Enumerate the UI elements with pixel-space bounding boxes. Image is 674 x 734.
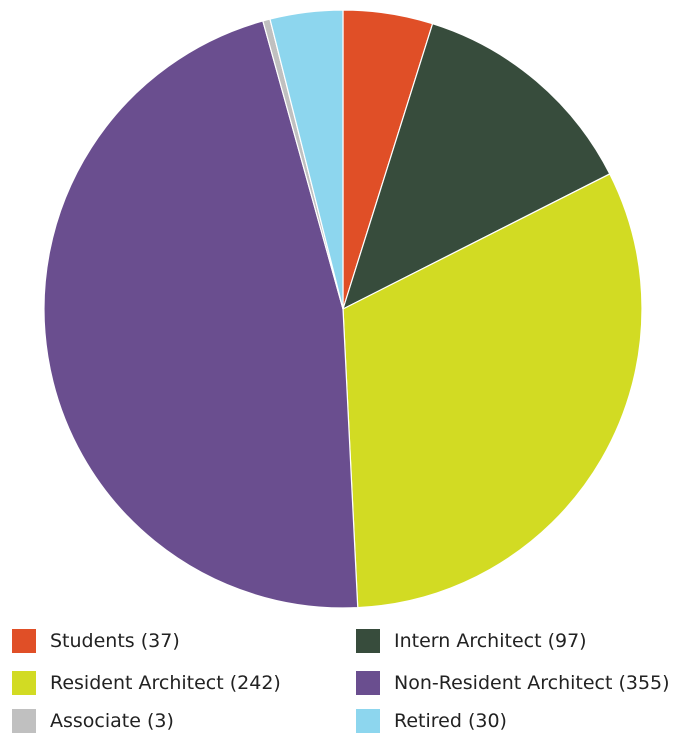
legend-item-retired: Retired (30) — [356, 708, 507, 734]
legend-swatch-intern-architect — [356, 629, 380, 653]
chart-legend: Students (37) Intern Architect (97) Resi… — [0, 624, 674, 734]
legend-swatch-associate — [12, 709, 36, 733]
legend-label-resident-architect: Resident Architect (242) — [50, 672, 281, 694]
pie-slice-retired — [269, 9, 344, 310]
legend-label-retired: Retired (30) — [394, 710, 507, 732]
legend-item-associate: Associate (3) — [12, 708, 174, 734]
pie-chart — [43, 9, 643, 609]
pie-slice-non-resident-architect — [43, 20, 359, 609]
pie-slice-intern-architect — [342, 23, 611, 310]
legend-swatch-resident-architect — [12, 671, 36, 695]
pie-slice-resident-architect — [342, 173, 643, 609]
legend-item-non-resident-architect: Non-Resident Architect (355) — [356, 670, 670, 696]
legend-label-non-resident-architect: Non-Resident Architect (355) — [394, 672, 670, 694]
legend-item-intern-architect: Intern Architect (97) — [356, 628, 587, 654]
legend-label-students: Students (37) — [50, 630, 180, 652]
legend-swatch-non-resident-architect — [356, 671, 380, 695]
legend-label-intern-architect: Intern Architect (97) — [394, 630, 587, 652]
legend-label-associate: Associate (3) — [50, 710, 174, 732]
legend-swatch-students — [12, 629, 36, 653]
legend-swatch-retired — [356, 709, 380, 733]
legend-item-students: Students (37) — [12, 628, 180, 654]
legend-item-resident-architect: Resident Architect (242) — [12, 670, 281, 696]
